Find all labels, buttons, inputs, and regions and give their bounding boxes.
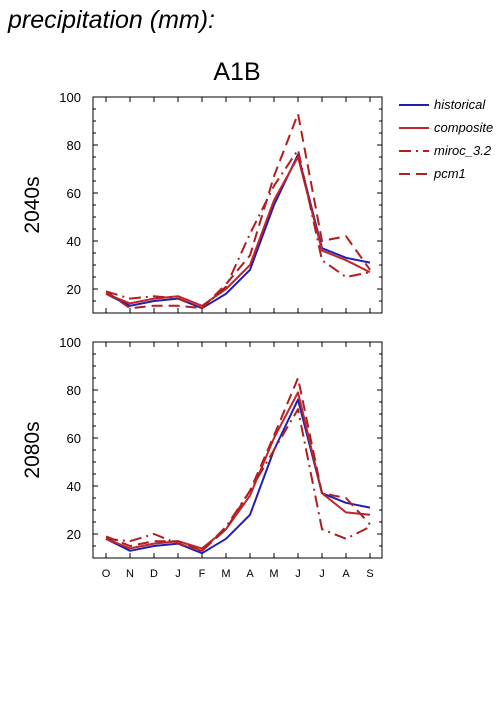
x-tick-label: A (342, 568, 350, 580)
x-tick-label: F (199, 568, 206, 580)
legend: historical composite miroc_3.2 pcm1 (399, 97, 493, 181)
x-tick-label: S (366, 568, 373, 580)
panel-2040s: 20 40 60 80 100 2040s (21, 90, 383, 314)
series-line-composite (105, 391, 371, 550)
y-tick-label: 100 (59, 335, 81, 350)
y-tick-label: 80 (67, 138, 81, 153)
row-label-2080s: 2080s (21, 421, 44, 478)
legend-label-miroc: miroc_3.2 (434, 143, 492, 158)
y-tick-label: 60 (67, 431, 81, 446)
series-line-pcm1 (105, 377, 371, 552)
series-line-pcm1 (105, 112, 371, 310)
series-line-miroc_3.2 (105, 408, 371, 552)
y-tick-label: 20 (67, 282, 81, 297)
y-tick-label: 40 (67, 234, 81, 249)
series-line-historical (105, 153, 371, 310)
scenario-title: A1B (213, 58, 260, 86)
x-tick-label: A (246, 568, 254, 580)
series-line-historical (105, 398, 371, 555)
x-tick-label: N (126, 568, 134, 580)
plot-frame (92, 96, 383, 314)
series-line-miroc_3.2 (105, 148, 371, 310)
legend-label-composite: composite (434, 120, 493, 135)
x-tick-label: D (150, 568, 158, 580)
x-tick-label: M (269, 568, 278, 580)
x-tick-label: J (295, 568, 301, 580)
y-tick-label: 20 (67, 527, 81, 542)
figure-header: precipitation (mm): (7, 6, 215, 34)
y-tick-label: 100 (59, 90, 81, 105)
plot-frame (92, 341, 383, 559)
x-tick-label: M (221, 568, 230, 580)
row-label-2040s: 2040s (21, 176, 44, 233)
y-tick-label: 60 (67, 186, 81, 201)
y-tick-label: 80 (67, 383, 81, 398)
x-tick-label: J (319, 568, 325, 580)
y-tick-label: 40 (67, 479, 81, 494)
x-tick-label: O (102, 568, 111, 580)
x-tick-label: J (175, 568, 181, 580)
legend-label-historical: historical (434, 97, 486, 112)
legend-label-pcm1: pcm1 (433, 166, 466, 181)
panel-2080s: 20 40 60 80 100 O N D J F M A M J J A S 2080s (21, 335, 383, 580)
series-line-composite (105, 156, 371, 307)
